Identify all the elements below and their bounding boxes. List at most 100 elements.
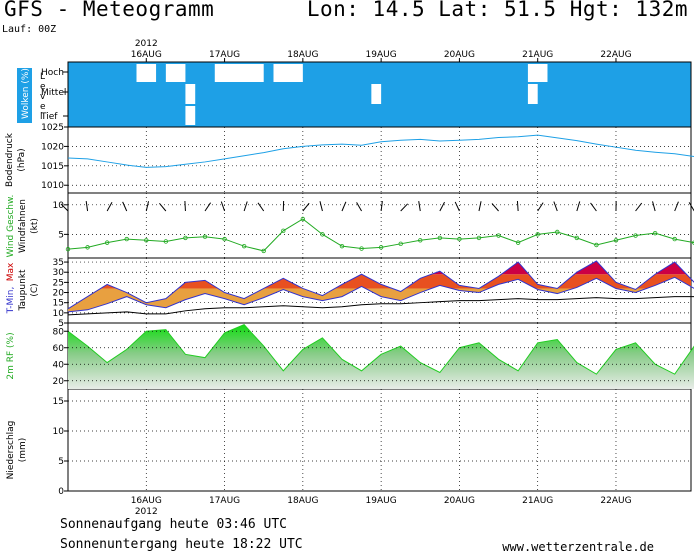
y-tick-label: 20 [53,377,65,387]
cloud-clear-gap [528,84,538,104]
y-tick-label: 60 [53,344,65,354]
x-tick-label-top: 16AUG [131,50,162,60]
x-tick-label-bottom: 19AUG [366,496,397,506]
x-tick-label-top: 17AUG [209,50,240,60]
y-tick-label: 5 [58,457,64,467]
x-year-label-top: 2012 [135,39,158,49]
cloud-clear-gap [273,64,302,82]
wind-barb [492,203,499,211]
y-tick-label: 1015 [41,162,64,172]
y-tick-label: 25 [53,278,64,288]
wind-barb [205,203,211,211]
y-tick-label: 10 [53,309,65,319]
wind-barb [342,202,346,211]
cloud-level-axis-label: L [40,72,45,82]
panel-axis-label: Windfahnen [18,199,28,253]
y-tick-label: 30 [53,268,65,278]
tmax-axis-label: Max [6,262,16,281]
cloud-clear-gap [185,84,195,104]
cloud-clear-gap [166,64,186,82]
temp-band [68,258,691,274]
y-tick-label: 20 [53,289,65,299]
wind-barb [591,203,597,211]
y-tick-label: 35 [53,258,64,268]
panel-frame-pressure [68,127,691,193]
x-tick-label-top: 21AUG [522,50,553,60]
tmin-axis-label: T-Min, [6,287,16,315]
y-tick-label: 40 [53,360,65,370]
wind-barb [577,201,580,211]
cloud-clear-gap [528,64,548,82]
temp-band [68,274,691,288]
wind-barb [185,201,186,211]
cloud-level-axis-label: e [40,82,46,92]
panel-axis-label: (C) [30,283,40,296]
wind-barb [419,201,421,211]
x-tick-label-top: 20AUG [444,50,475,60]
y-tick-label: 5 [58,230,64,240]
cloud-clear-gap [185,106,195,125]
y-tick-label: 1020 [41,142,64,152]
sunrise-text: Sonnenaufgang heute 03:46 UTC [60,517,287,532]
wind-barb [636,203,642,211]
x-tick-label-bottom: 22AUG [600,496,631,506]
cloud-clear-gap [136,64,156,82]
wind-barb [357,202,362,211]
humidity-area [68,325,694,389]
wind-barb [221,202,224,211]
x-tick-label-bottom: 20AUG [444,496,475,506]
cloud-level-axis-label: v [40,92,46,102]
x-tick-label-bottom: 21AUG [522,496,553,506]
wind-barb [107,202,112,211]
wind-barb [675,202,679,211]
y-tick-label: 10 [53,427,65,437]
panel-axis-label: Bodendruck [5,132,15,187]
cloud-clear-gap [215,64,264,82]
wind-barb [244,201,247,211]
source-link[interactable]: www.wetterzentrale.de [502,540,654,554]
panel-axis-label: Taupunkt [18,269,28,312]
x-tick-label-bottom: 17AUG [209,496,240,506]
y-tick-label: 1010 [41,181,64,191]
wind-barb [381,201,382,211]
wind-barb [653,201,656,211]
cloud-clear-gap [371,84,381,104]
wind-barb [258,203,264,211]
wind-barb [86,201,87,211]
panel-axis-label: (kt) [30,218,40,234]
wind-barb [320,201,322,211]
humidity-axis-label: 2m RF (%) [6,332,16,379]
x-tick-label-bottom: 18AUG [287,496,318,506]
sunset-text: Sonnenuntergang heute 18:22 UTC [60,537,303,552]
wind-barb [123,202,127,211]
wind-barb [303,203,309,211]
x-tick-label-top: 22AUG [600,50,631,60]
panel-axis-label: (mm) [18,438,28,463]
panel-axis-label: Niederschlag [6,421,16,480]
x-tick-label-top: 18AUG [287,50,318,60]
cloud-axis-label: Wolken (%) [21,68,31,119]
y-tick-label: 1025 [41,123,64,133]
cloud-level-label: Tief [40,112,58,122]
y-tick-label: 15 [53,299,64,309]
cloud-level-axis-label: l [40,112,43,122]
panel-axis-label: (hPa) [17,148,27,171]
wind-barb [689,202,694,211]
wind-barb [455,202,459,211]
wind-barb [479,201,481,211]
temp-band [68,288,691,323]
wind-barb [517,201,518,211]
panel-frame-precip [68,389,691,491]
wind-barb [554,202,557,211]
wind-barb [440,202,445,211]
x-tick-label-top: 19AUG [366,50,397,60]
cloud-level-axis-label: e [40,102,46,112]
wind-speed-axis-label: Wind Geschw. [6,195,16,258]
y-tick-label: 0 [58,487,64,497]
wind-barb [146,201,148,211]
x-tick-label-bottom: 16AUG [131,496,162,506]
y-tick-label: 80 [53,327,65,337]
x-year-label-bottom: 2012 [135,507,158,517]
wind-barb [538,203,543,211]
